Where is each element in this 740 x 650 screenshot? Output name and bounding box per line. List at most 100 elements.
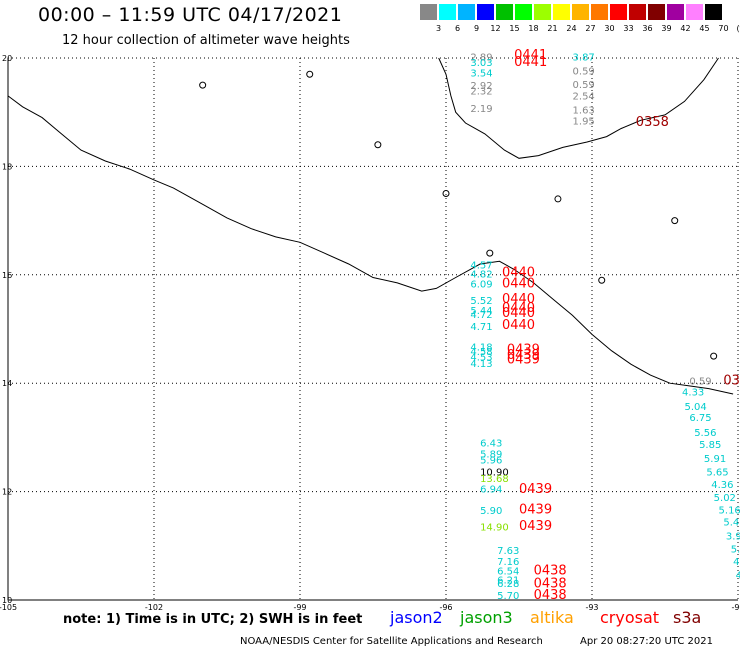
lat-label: 14 xyxy=(2,379,12,388)
lake-outline xyxy=(671,217,679,225)
pass-time-label: 0438 xyxy=(534,564,567,579)
scale-label: 3 xyxy=(435,24,442,33)
pass-time-label: 0441 xyxy=(514,55,547,70)
lat-label: 10 xyxy=(2,596,12,605)
pass-time-label: 0439 xyxy=(519,482,552,497)
wave-height-value: 5.56 xyxy=(694,428,716,439)
pass-time-label: 0357 xyxy=(723,373,740,388)
scale-swatch xyxy=(686,4,703,20)
lake-outline xyxy=(306,70,314,78)
pacific-coastline xyxy=(7,95,734,395)
wave-height-value: 6.75 xyxy=(689,413,711,424)
pass-time-label: 0438 xyxy=(534,577,567,592)
wave-height-value: 6.28 xyxy=(497,579,519,590)
wave-height-value: 4.72 xyxy=(470,310,492,321)
scale-swatch xyxy=(705,4,722,20)
wave-height-value: 5.04 xyxy=(684,402,706,413)
lat-label: 16 xyxy=(2,271,12,280)
footer-credit: NOAA/NESDIS Center for Satellite Applica… xyxy=(240,636,543,647)
wave-height-value: 4.18 xyxy=(470,343,492,354)
scale-swatch xyxy=(553,4,570,20)
wave-height-value: 0.59 xyxy=(573,66,595,77)
lake-outline xyxy=(199,81,207,89)
wave-height-value: 5.52 xyxy=(470,296,492,307)
scale-label: 12 xyxy=(490,24,501,33)
scale-swatch xyxy=(667,4,684,20)
scale-swatch xyxy=(496,4,513,20)
wave-height-value: 4.10 xyxy=(733,557,740,568)
wave-height-value: 6.21 xyxy=(497,576,519,587)
scale-label: 6 xyxy=(454,24,461,33)
lat-label: 20 xyxy=(2,54,12,63)
wave-height-value: 5.89 xyxy=(480,449,502,460)
scale-label: 9 xyxy=(473,24,480,33)
wave-height-value: 5.90 xyxy=(480,506,502,517)
scale-swatch xyxy=(420,4,437,20)
scale-label: 18 xyxy=(528,24,539,33)
pass-time-label: 0440 xyxy=(502,292,535,307)
wave-height-value: 0.59 xyxy=(573,80,595,91)
scale-label: 27 xyxy=(585,24,596,33)
legend-cryosat: cryosat xyxy=(600,608,660,627)
wave-height-value: 5.85 xyxy=(699,440,721,451)
wave-height-value: 5.44 xyxy=(470,306,492,317)
legend-altika: altika xyxy=(530,608,574,627)
lake-outline xyxy=(442,190,450,197)
scale-label: 39 xyxy=(661,24,672,33)
lon-label: -102 xyxy=(145,603,163,612)
wave-height-value: 4.71 xyxy=(470,322,492,333)
wave-height-value: 4.13 xyxy=(470,359,492,370)
scale-swatch xyxy=(534,4,551,20)
pass-time-label: 0438 xyxy=(534,588,567,603)
scale-label: 45 xyxy=(699,24,710,33)
lake-outline xyxy=(710,352,718,360)
wave-height-value: 5.02 xyxy=(714,493,736,504)
legend-jason2: jason2 xyxy=(390,608,443,627)
lon-label: -90 xyxy=(731,603,740,612)
pass-time-label: 0441 xyxy=(514,48,547,63)
wave-height-value: 4.36 xyxy=(711,480,733,491)
wave-height-value: 5.99 xyxy=(731,544,740,555)
scale-swatch xyxy=(572,4,589,20)
scale-label: 30 xyxy=(604,24,615,33)
wave-height-value: 10.90 xyxy=(480,467,509,478)
lake-outline xyxy=(374,141,382,149)
note-text: note: 1) Time is in UTC; 2) SWH is in fe… xyxy=(63,612,363,627)
wave-height-value: 2.89 xyxy=(470,53,492,64)
lat-label: 12 xyxy=(2,488,12,497)
wave-height-value: 3.03 xyxy=(470,58,492,69)
scale-swatch xyxy=(610,4,627,20)
map-subtitle: 12 hour collection of altimeter wave hei… xyxy=(62,33,350,48)
wave-height-value: 2.54 xyxy=(573,92,595,103)
wave-height-value: 4.82 xyxy=(470,270,492,281)
wave-height-value: 4.33 xyxy=(682,388,704,399)
wave-height-value: 4.58 xyxy=(470,347,492,358)
lat-label: 18 xyxy=(2,162,12,171)
scale-label: 24 xyxy=(566,24,577,33)
scale-swatch xyxy=(477,4,494,20)
wave-height-value: 6.54 xyxy=(497,567,519,578)
wave-height-value: 4.57 xyxy=(470,260,492,271)
wave-height-value: 0.59 xyxy=(689,376,711,387)
pass-time-label: 0440 xyxy=(502,265,535,280)
wave-height-value: 2.32 xyxy=(470,86,492,97)
wave-height-value: 3.98 xyxy=(726,531,740,542)
wave-height-value: 5.70 xyxy=(497,591,519,602)
scale-swatch xyxy=(629,4,646,20)
scale-label: 70 xyxy=(718,24,729,33)
wave-height-value: 6.09 xyxy=(470,279,492,290)
wave-height-value: 3.54 xyxy=(470,68,492,79)
gulf-coastline xyxy=(438,57,719,159)
scale-label: (ft) xyxy=(736,24,740,33)
pass-time-label: 0358 xyxy=(636,115,669,130)
wave-height-value: 14.90 xyxy=(480,523,509,534)
wave-height-value: 13.68 xyxy=(480,474,509,485)
pass-time-label: 0440 xyxy=(502,276,535,291)
pass-time-label: 0439 xyxy=(507,348,540,363)
wave-height-value: 5.65 xyxy=(706,467,728,478)
map-title: 00:00 – 11:59 UTC 04/17/2021 xyxy=(38,4,343,26)
pass-time-label: 0440 xyxy=(502,318,535,333)
wave-height-value: 7.63 xyxy=(497,546,519,557)
wave-height-value: 5.16 xyxy=(719,505,740,516)
